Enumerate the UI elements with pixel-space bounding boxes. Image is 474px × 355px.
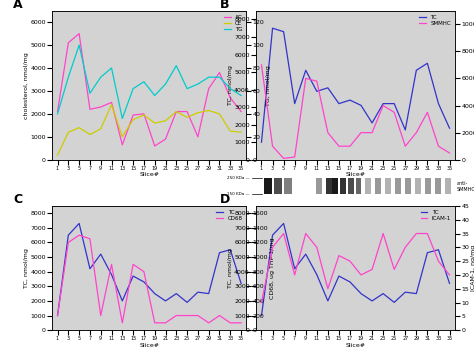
Y-axis label: TC, nmol/mg: TC, nmol/mg	[24, 248, 29, 288]
Bar	[326, 178, 332, 195]
Bar	[395, 178, 401, 195]
Text: B: B	[220, 0, 229, 11]
Y-axis label: TC, nmol/mg: TC, nmol/mg	[228, 248, 233, 288]
Y-axis label: TC, nmol/mg: TC, nmol/mg	[228, 65, 233, 105]
Bar	[264, 178, 272, 195]
Bar	[435, 178, 441, 195]
Bar	[385, 178, 392, 195]
X-axis label: Slice#: Slice#	[346, 343, 365, 348]
Y-axis label: TG, nmol/mg: TG, nmol/mg	[266, 65, 271, 105]
Bar	[347, 178, 354, 195]
Text: D: D	[220, 193, 230, 206]
Bar	[365, 178, 372, 195]
Bar	[284, 178, 292, 195]
Y-axis label: ICAM-1, ng/mg: ICAM-1, ng/mg	[471, 245, 474, 291]
Bar	[316, 178, 322, 195]
Y-axis label: cholesterol, nmol/mg: cholesterol, nmol/mg	[24, 52, 29, 119]
Bar	[415, 178, 421, 195]
Text: 150 KDa —: 150 KDa —	[228, 192, 250, 196]
Legend: FC, CE, TG: FC, CE, TG	[223, 13, 244, 33]
Text: C: C	[13, 193, 22, 206]
Bar	[425, 178, 431, 195]
Y-axis label: CD68, ug THP-1/mg: CD68, ug THP-1/mg	[270, 237, 275, 299]
Legend: TC, CD68: TC, CD68	[215, 209, 244, 222]
Text: anti-
SMMHC: anti- SMMHC	[457, 181, 474, 192]
Text: 250 KDa —: 250 KDa —	[227, 176, 250, 180]
Bar	[405, 178, 411, 195]
Bar	[332, 178, 337, 195]
Legend: TC, SMMHC: TC, SMMHC	[418, 13, 452, 27]
Text: A: A	[13, 0, 23, 11]
Legend: TC, ICAM-1: TC, ICAM-1	[419, 209, 452, 222]
Bar	[274, 178, 282, 195]
X-axis label: Slice#: Slice#	[139, 173, 159, 178]
Bar	[445, 178, 451, 195]
X-axis label: Slice#: Slice#	[139, 343, 159, 348]
X-axis label: Slice#: Slice#	[346, 173, 365, 178]
Bar	[375, 178, 382, 195]
Bar	[356, 178, 362, 195]
Bar	[339, 178, 346, 195]
